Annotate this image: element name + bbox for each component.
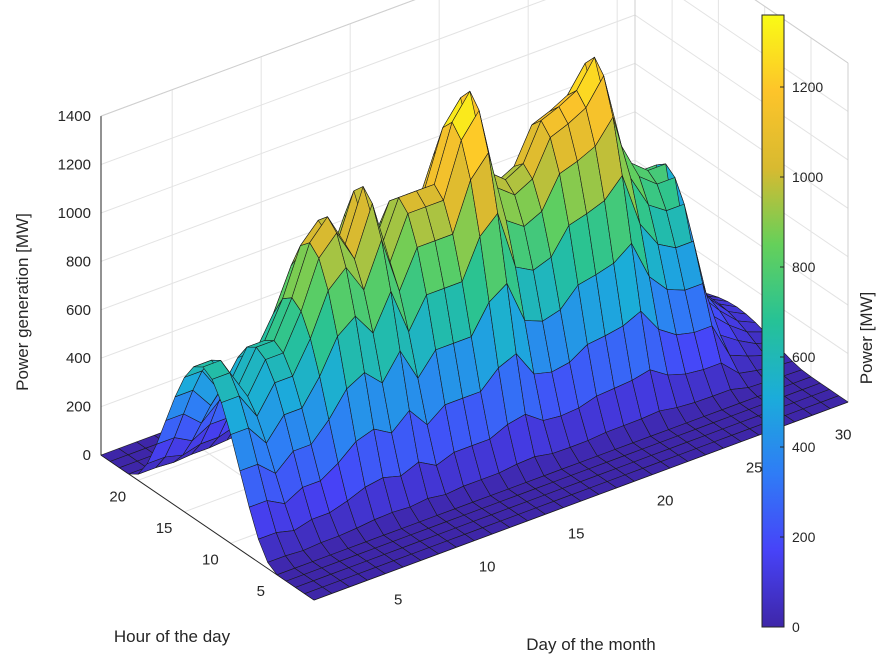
x-tick-label: 20 — [657, 493, 674, 510]
grid-line — [634, 14, 849, 161]
z-tick-label: 1000 — [58, 205, 91, 222]
y-tick-label: 5 — [257, 583, 265, 600]
colorbar-label: Power [MW] — [857, 292, 876, 385]
z-tick-label: 600 — [66, 302, 91, 319]
colorbar-tick-label: 200 — [792, 529, 816, 545]
y-axis-label: Hour of the day — [114, 627, 231, 646]
x-axis-label: Day of the month — [526, 635, 655, 654]
colorbar-tick-label: 400 — [792, 439, 816, 455]
x-tick-label: 25 — [746, 460, 763, 477]
grid-line — [100, 14, 636, 214]
x-tick-label: 15 — [568, 526, 585, 543]
box-edge — [100, 0, 416, 117]
colorbar-tick-label: 0 — [792, 619, 800, 635]
x-tick-label: 10 — [479, 559, 496, 576]
grid-line — [754, 0, 849, 64]
colorbar: 0 200 400 600 800 1000 1200 Power [MW] — [761, 14, 876, 635]
z-tick-label: 800 — [66, 253, 91, 270]
grid-line — [683, 0, 849, 112]
y-tick-label: 20 — [109, 488, 126, 505]
tick-labels: 0 200 400 600 800 1000 1200 1400 5 10 15 20 5 10 15 20 2… — [58, 108, 852, 608]
grid-line — [634, 111, 849, 258]
z-tick-label: 1400 — [58, 108, 91, 125]
surface-patch — [820, 395, 849, 409]
colorbar-tick-label: 800 — [792, 259, 816, 275]
colorbar-tick-label: 1000 — [792, 169, 823, 185]
z-tick-label: 400 — [66, 350, 91, 367]
colorbar-tick-label: 1200 — [792, 79, 823, 95]
grid-line — [100, 62, 636, 262]
x-tick-label: 30 — [835, 427, 852, 444]
z-tick-label: 200 — [66, 399, 91, 416]
box-edge — [754, 0, 849, 64]
y-tick-label: 15 — [156, 520, 173, 537]
colorbar-tick-label: 600 — [792, 349, 816, 365]
colorbar-ticks: 0 200 400 600 800 1000 1200 — [780, 79, 823, 635]
y-tick-label: 10 — [202, 551, 219, 568]
z-axis-label: Power generation [MW] — [13, 213, 32, 391]
x-tick-label: 5 — [394, 592, 402, 609]
grid-line — [634, 62, 849, 209]
surface-mesh — [100, 56, 849, 601]
grid-line — [100, 0, 547, 165]
z-tick-label: 1200 — [58, 157, 91, 174]
colorbar-gradient — [761, 14, 785, 628]
z-tick-label: 0 — [83, 447, 91, 464]
